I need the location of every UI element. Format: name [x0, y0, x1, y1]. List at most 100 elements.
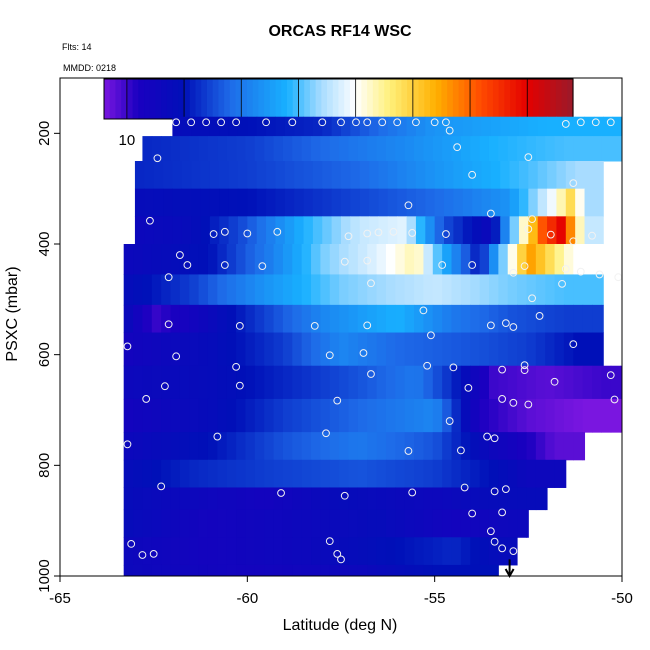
heatmap-cell: [191, 216, 201, 245]
flight-point: [333, 549, 342, 558]
heatmap-cell: [236, 537, 246, 566]
heatmap-cell: [535, 244, 546, 275]
heatmap-cell: [367, 244, 378, 275]
heatmap-cell: [357, 487, 368, 511]
heatmap-cell: [191, 161, 201, 190]
colorbar-swatch: [361, 79, 368, 119]
heatmap-cell: [292, 564, 303, 576]
heatmap-cell: [200, 161, 211, 190]
heatmap-cell: [479, 136, 490, 162]
heatmap-cell: [151, 398, 162, 433]
heatmap-cell: [526, 487, 537, 511]
heatmap-cell: [312, 116, 323, 137]
heatmap-cell: [198, 365, 209, 400]
heatmap-cell: [245, 274, 256, 306]
heatmap-cell: [320, 564, 331, 576]
flight-point: [404, 201, 413, 210]
heatmap-cell: [189, 274, 200, 306]
heatmap-cell: [415, 216, 426, 245]
heatmap-cell: [273, 274, 284, 306]
heatmap-cell: [179, 537, 190, 566]
heatmap-cell: [479, 332, 490, 367]
flight-point: [393, 118, 402, 127]
colorbar-swatch: [481, 79, 488, 119]
heatmap-cell: [228, 116, 239, 137]
heatmap-cell: [282, 487, 293, 511]
heatmap-cell: [123, 432, 134, 461]
heatmap-cell: [460, 459, 471, 488]
heatmap-cell: [376, 274, 387, 306]
heatmap-cell: [481, 216, 492, 245]
flight-point: [528, 215, 536, 224]
x-axis-label: Latitude (deg N): [283, 617, 398, 634]
heatmap-cell: [311, 332, 321, 367]
flights-label: Flts: 14: [62, 42, 92, 52]
colorbar-swatch: [144, 79, 151, 119]
heatmap-cell: [414, 398, 424, 433]
heatmap-cell: [563, 432, 574, 461]
heatmap-cell: [226, 487, 237, 511]
heatmap-cell: [282, 365, 293, 400]
heatmap-cell: [479, 459, 490, 488]
heatmap-cell: [320, 365, 331, 400]
heatmap-cell: [198, 332, 209, 367]
flight-point: [363, 118, 372, 127]
heatmap-cell: [226, 537, 237, 566]
colorbar-swatch: [384, 79, 391, 119]
heatmap-cell: [359, 161, 370, 190]
heatmap-cell: [226, 509, 237, 538]
heatmap-cell: [236, 564, 246, 576]
heatmap-cell: [179, 274, 190, 306]
heatmap-cell: [348, 332, 359, 367]
flight-point: [442, 118, 450, 127]
heatmap-cell: [404, 509, 415, 538]
heatmap-cell: [451, 304, 462, 334]
heatmap-cell: [357, 365, 368, 400]
heatmap-cell: [563, 274, 574, 306]
flight-point: [123, 342, 132, 351]
heatmap-cell: [397, 188, 408, 217]
heatmap-cell: [123, 509, 134, 538]
heatmap-cell: [526, 332, 537, 367]
heatmap-cell: [518, 116, 529, 137]
flight-point: [569, 237, 578, 246]
colorbar-swatch: [246, 79, 254, 119]
heatmap-cell: [507, 365, 518, 400]
heatmap-cell: [142, 244, 153, 275]
heatmap-cell: [545, 332, 556, 367]
heatmap-cell: [189, 509, 200, 538]
heatmap-cell: [526, 244, 537, 275]
heatmap-cell: [179, 365, 190, 400]
heatmap-cell: [425, 188, 436, 217]
heatmap-cell: [179, 244, 190, 275]
heatmap-cell: [273, 304, 284, 334]
heatmap-cell: [320, 432, 331, 461]
heatmap-cell: [423, 487, 434, 511]
heatmap-cell: [348, 274, 359, 306]
flight-point: [591, 118, 600, 127]
heatmap-cell: [264, 509, 275, 538]
heatmap-cell: [282, 304, 293, 334]
heatmap-cell: [144, 161, 155, 190]
heatmap-cell: [397, 161, 408, 190]
colorbar-swatch: [344, 79, 351, 119]
flight-point: [561, 265, 570, 273]
heatmap-cell: [498, 332, 509, 367]
heatmap-cell: [273, 398, 284, 433]
heatmap-cell: [460, 365, 471, 400]
colorbar-swatch: [532, 79, 540, 119]
heatmap-cell: [488, 365, 499, 400]
heatmap-cell: [311, 304, 321, 334]
heatmap-cell: [329, 274, 340, 306]
heatmap-cell: [575, 161, 586, 190]
heatmap-cell: [620, 136, 622, 162]
heatmap-cell: [134, 216, 145, 245]
heatmap-cell: [434, 161, 445, 190]
heatmap-cell: [526, 365, 537, 400]
heatmap-cell: [170, 304, 181, 334]
heatmap-cell: [161, 459, 172, 488]
heatmap-cell: [217, 487, 228, 511]
flight-point: [138, 551, 147, 559]
colorbar-swatch: [504, 79, 511, 119]
heatmap-cell: [357, 304, 368, 334]
